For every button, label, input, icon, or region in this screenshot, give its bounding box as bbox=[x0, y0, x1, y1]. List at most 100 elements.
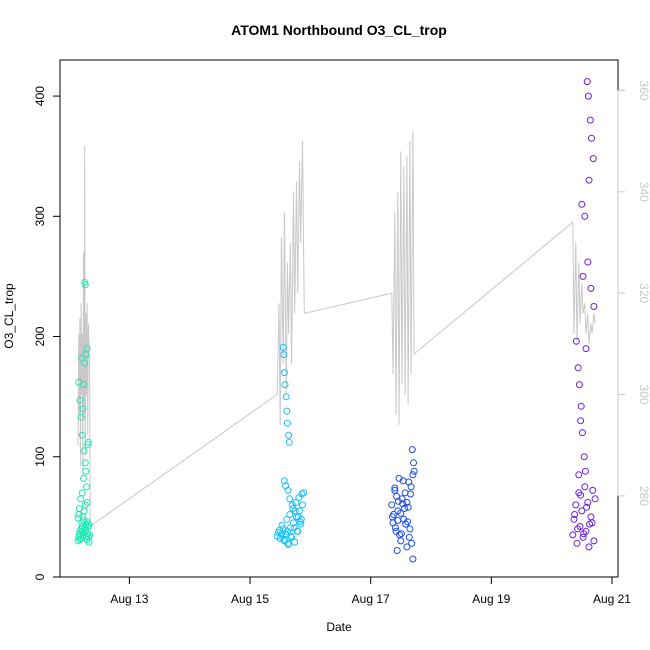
data-point bbox=[285, 438, 293, 446]
data-point bbox=[406, 525, 414, 533]
x-tick-label: Aug 17 bbox=[352, 592, 390, 606]
data-point bbox=[391, 524, 399, 532]
y2-tick-label: 320 bbox=[637, 283, 650, 303]
data-point bbox=[404, 503, 412, 511]
data-point bbox=[284, 486, 292, 494]
data-point bbox=[582, 345, 590, 353]
data-point bbox=[580, 453, 588, 461]
data-point bbox=[586, 116, 594, 124]
data-point bbox=[289, 505, 297, 512]
data-point bbox=[586, 520, 594, 528]
data-point bbox=[282, 393, 290, 401]
data-point bbox=[404, 518, 411, 526]
data-point bbox=[405, 533, 413, 541]
data-point bbox=[290, 519, 297, 527]
data-point bbox=[393, 492, 401, 500]
data-point bbox=[405, 478, 413, 486]
data-point bbox=[286, 511, 294, 518]
data-point bbox=[584, 92, 592, 100]
data-point bbox=[572, 501, 580, 509]
plot-frame bbox=[59, 59, 619, 578]
data-point bbox=[80, 381, 87, 389]
data-point bbox=[81, 281, 89, 289]
data-point bbox=[578, 507, 586, 515]
data-point bbox=[401, 505, 408, 512]
data-point bbox=[587, 513, 595, 521]
data-point bbox=[397, 537, 405, 545]
data-point bbox=[575, 471, 583, 479]
data-point bbox=[579, 533, 587, 541]
x-tick-label: Aug 13 bbox=[110, 592, 148, 606]
data-point bbox=[584, 258, 592, 266]
data-point bbox=[286, 524, 294, 532]
data-point bbox=[298, 490, 306, 498]
data-point bbox=[388, 501, 396, 509]
data-point bbox=[76, 396, 84, 404]
data-point bbox=[78, 489, 86, 497]
data-point bbox=[281, 381, 289, 389]
secondary-series-line bbox=[77, 130, 596, 528]
data-point bbox=[394, 517, 402, 524]
data-point bbox=[575, 381, 583, 389]
data-point bbox=[83, 499, 91, 506]
data-point bbox=[297, 515, 305, 523]
data-point bbox=[577, 491, 585, 499]
data-point bbox=[396, 531, 404, 539]
data-point bbox=[81, 459, 89, 467]
series-4 bbox=[569, 78, 599, 551]
data-point bbox=[576, 523, 584, 530]
data-point bbox=[85, 520, 93, 528]
y2-tick-label: 300 bbox=[637, 385, 650, 405]
y2-tick-label: 360 bbox=[637, 80, 650, 100]
data-point bbox=[77, 413, 85, 421]
x-tick-label: Aug 15 bbox=[231, 592, 269, 606]
data-point bbox=[278, 521, 286, 529]
data-point bbox=[574, 525, 582, 533]
data-point bbox=[583, 78, 591, 86]
data-point bbox=[582, 527, 590, 535]
y2-tick-label: 280 bbox=[637, 486, 650, 506]
data-point bbox=[580, 530, 588, 538]
y-tick-label: 0 bbox=[33, 573, 47, 580]
data-point bbox=[578, 200, 586, 208]
data-point bbox=[407, 490, 414, 498]
data-point bbox=[291, 538, 299, 546]
data-point bbox=[285, 431, 293, 439]
data-point bbox=[577, 402, 585, 410]
data-point bbox=[284, 541, 292, 548]
data-point bbox=[75, 511, 83, 518]
data-point bbox=[581, 212, 589, 220]
data-point bbox=[584, 499, 592, 506]
y-tick-label: 100 bbox=[33, 446, 47, 466]
data-point bbox=[84, 530, 92, 538]
data-point bbox=[589, 155, 597, 163]
data-point bbox=[578, 429, 586, 437]
data-point bbox=[293, 527, 301, 535]
data-point bbox=[277, 530, 285, 538]
data-point bbox=[78, 431, 86, 439]
data-point bbox=[393, 547, 401, 554]
data-point bbox=[583, 503, 591, 511]
series-2 bbox=[273, 343, 308, 548]
data-point bbox=[287, 532, 295, 540]
axes-layer: Aug 13 Aug 15 Aug 17 Aug 19 Aug 21 0 100 200 300… bbox=[33, 80, 650, 606]
data-point bbox=[570, 515, 578, 523]
data-point bbox=[292, 499, 300, 506]
data-point bbox=[79, 405, 87, 413]
data-point bbox=[74, 514, 82, 522]
data-point bbox=[410, 459, 417, 467]
data-point bbox=[403, 499, 411, 506]
data-point bbox=[590, 303, 598, 310]
data-point bbox=[577, 417, 585, 425]
data-point bbox=[280, 477, 288, 485]
data-point bbox=[391, 484, 399, 492]
data-point bbox=[591, 495, 599, 503]
x-tick-label: Aug 21 bbox=[593, 592, 631, 606]
data-point bbox=[590, 537, 598, 545]
data-point bbox=[80, 447, 88, 455]
data-point bbox=[409, 555, 417, 563]
data-point bbox=[581, 467, 589, 475]
data-point bbox=[283, 407, 291, 415]
series-layer bbox=[74, 78, 599, 563]
